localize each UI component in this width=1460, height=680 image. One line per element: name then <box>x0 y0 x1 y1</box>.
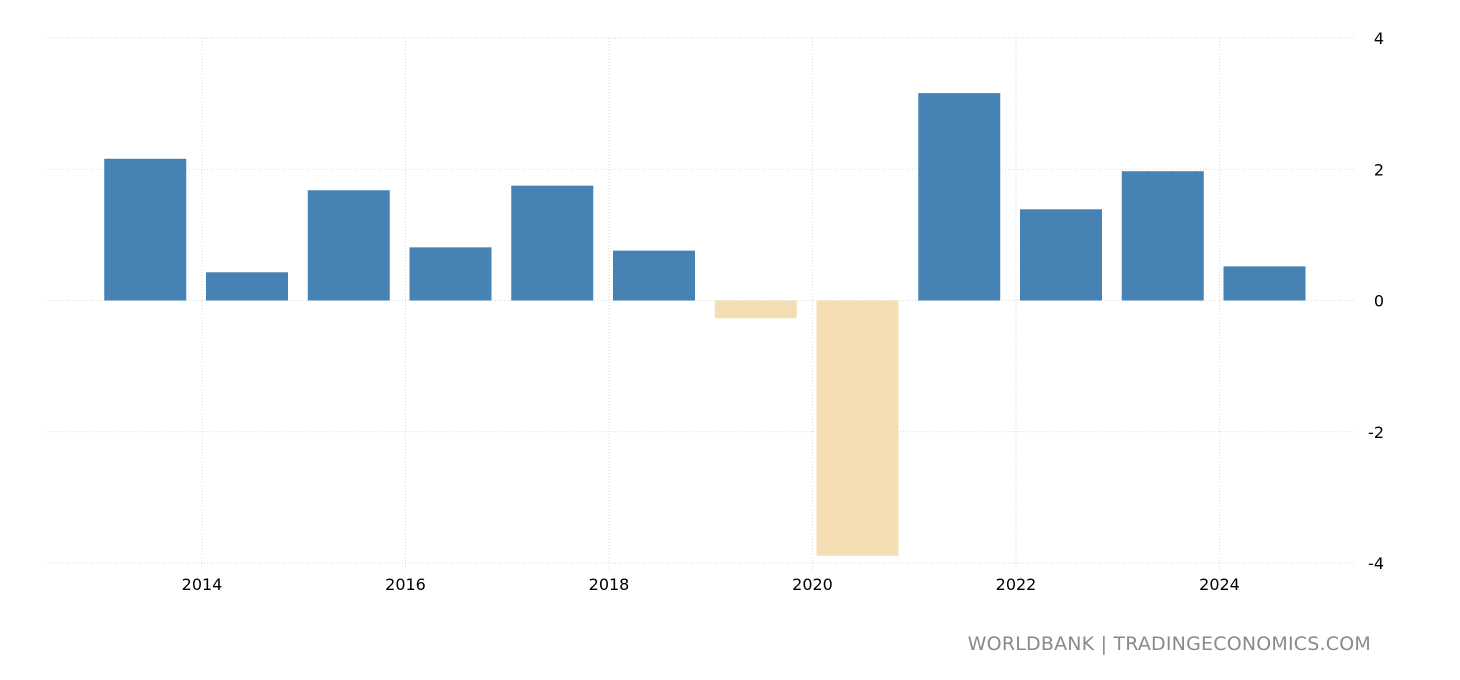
x-tick-label: 2014 <box>182 575 223 594</box>
bar-2014 <box>206 272 288 301</box>
y-tick-label: 2 <box>1374 160 1384 179</box>
x-tick-label: 2020 <box>792 575 833 594</box>
bar-2013 <box>104 158 187 301</box>
y-tick-label: -2 <box>1368 423 1384 442</box>
y-tick-label: -4 <box>1368 554 1384 573</box>
bar-2017 <box>511 185 594 301</box>
bar-2019 <box>714 300 797 319</box>
bar-2015 <box>307 190 390 301</box>
bar-2020 <box>816 300 899 556</box>
source-footer: WORLDBANK | TRADINGECONOMICS.COM <box>967 633 1371 655</box>
y-tick-label: 4 <box>1374 29 1384 48</box>
bar-2024 <box>1223 266 1306 301</box>
x-tick-label: 2018 <box>589 575 630 594</box>
x-tick-label: 2016 <box>385 575 426 594</box>
x-tick-label: 2022 <box>996 575 1037 594</box>
bar-2023 <box>1121 171 1204 301</box>
x-tick-label: 2024 <box>1199 575 1240 594</box>
y-tick-label: 0 <box>1374 292 1384 311</box>
bar-2021 <box>918 93 1001 301</box>
bar-2018 <box>613 250 695 301</box>
bar-2016 <box>409 247 492 301</box>
bar-2022 <box>1020 209 1102 301</box>
